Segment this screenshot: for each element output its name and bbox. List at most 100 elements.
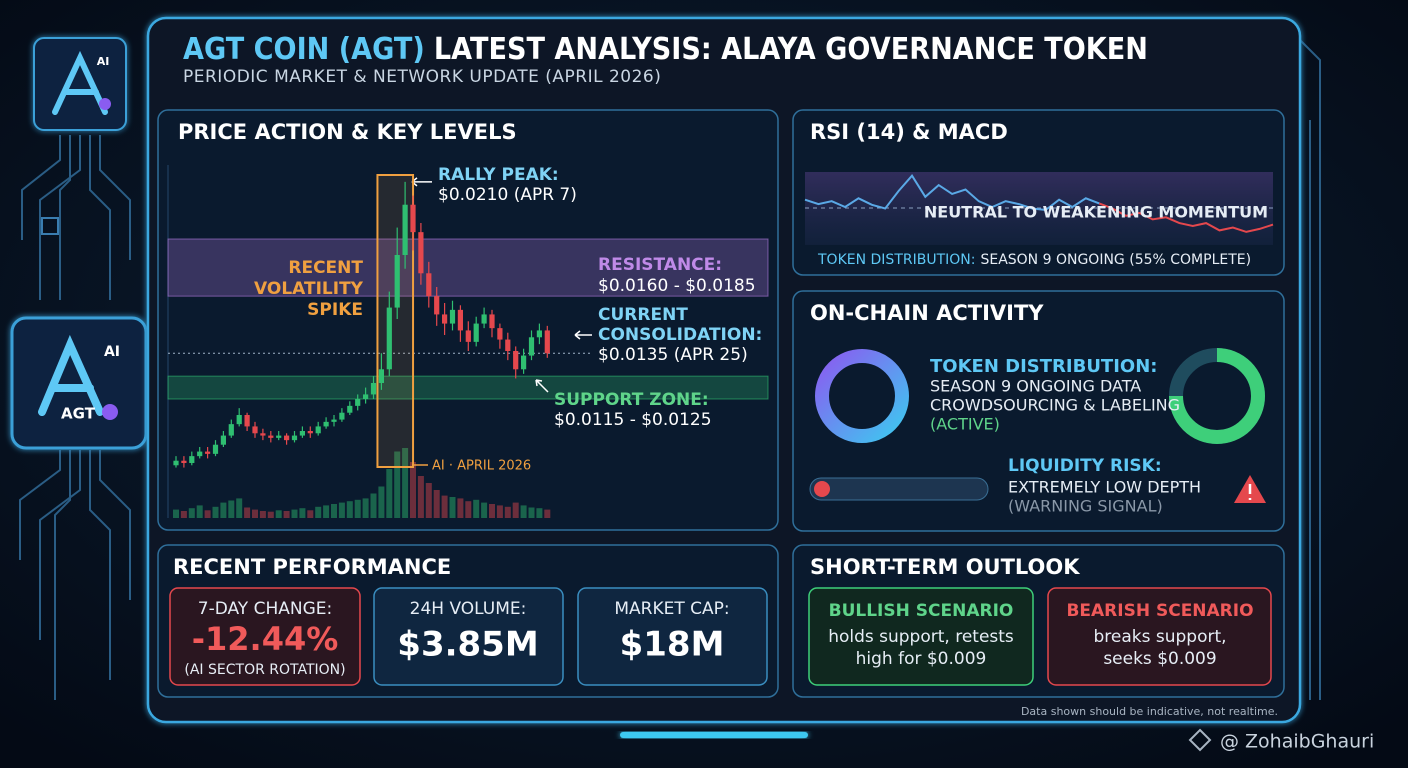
stamp: AI · APRIL 2026 bbox=[432, 459, 531, 474]
volume-bar bbox=[410, 462, 416, 518]
title-rest: LATEST ANALYSIS: ALAYA GOVERNANCE TOKEN bbox=[434, 32, 1148, 67]
candle-body bbox=[497, 328, 503, 340]
candle-body bbox=[260, 433, 266, 436]
volume-bar bbox=[362, 498, 369, 518]
volume-bar bbox=[465, 501, 472, 518]
candles bbox=[173, 174, 550, 468]
candle-body bbox=[228, 424, 234, 436]
volume-bar bbox=[307, 510, 314, 518]
volatility-box bbox=[376, 174, 415, 468]
volume-bar bbox=[441, 495, 448, 518]
candle-body bbox=[473, 323, 479, 342]
volume-bar bbox=[433, 490, 440, 518]
scenario-line: high for $0.009 bbox=[856, 649, 987, 669]
candle-body bbox=[449, 309, 456, 324]
bullish-card bbox=[808, 587, 1034, 686]
volume-bar bbox=[259, 511, 266, 518]
line: SEASON 9 ONGOING DATA bbox=[930, 377, 1141, 396]
candle-body bbox=[181, 460, 187, 463]
panel-heading: RSI (14) & MACD bbox=[810, 120, 1008, 144]
liquidity-dot bbox=[814, 481, 830, 497]
volume-bar bbox=[244, 507, 251, 518]
watermark: @ ZohaibGhauri bbox=[1220, 731, 1374, 753]
volume-bar bbox=[323, 505, 330, 518]
annotation-label: SPIKE bbox=[307, 300, 363, 320]
volume-bar bbox=[504, 506, 511, 518]
watermark-icon bbox=[1188, 728, 1212, 752]
title: AGT COIN (AGT) LATEST ANALYSIS: ALAYA GOV… bbox=[183, 32, 1148, 67]
volume-bar bbox=[267, 511, 274, 518]
donut-arc bbox=[1169, 348, 1265, 444]
scenario-title: BEARISH SCENARIO bbox=[1066, 601, 1253, 621]
volume-bar bbox=[354, 499, 361, 518]
resistance-band bbox=[167, 238, 769, 297]
card bbox=[169, 587, 361, 686]
card bbox=[577, 587, 768, 686]
annotation-label: SUPPORT ZONE: bbox=[554, 390, 709, 410]
candle-body bbox=[205, 451, 211, 454]
candle-body bbox=[378, 369, 384, 383]
volume-bar bbox=[236, 498, 243, 518]
volume-bar bbox=[212, 506, 219, 518]
candle-body bbox=[465, 330, 471, 342]
volume-bar bbox=[370, 493, 377, 518]
line: EXTREMELY LOW DEPTH bbox=[1008, 478, 1201, 497]
volume-bar bbox=[473, 499, 480, 518]
candle-body bbox=[457, 309, 463, 331]
volume-bar bbox=[528, 507, 535, 518]
card-label: 24H VOLUME: bbox=[410, 599, 527, 619]
volume-bar bbox=[481, 502, 488, 518]
logo-main: AI AGT bbox=[10, 316, 148, 450]
volume-bar bbox=[252, 509, 258, 518]
scenario-line: holds support, retests bbox=[828, 627, 1014, 647]
volume-bar bbox=[512, 502, 519, 518]
annotation-value: $0.0115 - $0.0125 bbox=[554, 410, 712, 430]
candle-body bbox=[315, 426, 321, 434]
note: (WARNING SIGNAL) bbox=[1008, 497, 1163, 516]
card-label: MARKET CAP: bbox=[614, 599, 729, 619]
volume-bar bbox=[173, 509, 179, 518]
candle-body bbox=[363, 394, 369, 399]
volume-bar bbox=[331, 504, 337, 518]
candle-body bbox=[236, 415, 242, 425]
card-note: (AI SECTOR ROTATION) bbox=[184, 662, 345, 678]
value: SEASON 9 ONGOING (55% COMPLETE) bbox=[980, 252, 1251, 268]
annotation-label: RECENT bbox=[288, 258, 363, 278]
volume-bar bbox=[220, 502, 227, 518]
bearish-card bbox=[1047, 587, 1272, 686]
candle-body bbox=[426, 273, 432, 297]
panel-heading: ON-CHAIN ACTIVITY bbox=[810, 301, 1044, 325]
candle-body bbox=[386, 307, 392, 370]
volume-bar bbox=[228, 500, 235, 518]
volumes bbox=[173, 448, 551, 518]
candle-body bbox=[370, 383, 377, 395]
rsi-line bbox=[1098, 202, 1274, 233]
rsi-lines bbox=[804, 174, 1274, 233]
arrow bbox=[574, 330, 592, 340]
scenario-line: seeks $0.009 bbox=[1103, 649, 1216, 669]
candle-body bbox=[220, 435, 226, 445]
volume-bar bbox=[449, 497, 456, 518]
footnote: Data shown should be indicative, not rea… bbox=[1021, 705, 1278, 718]
volume-bar bbox=[275, 510, 282, 518]
volume-bar bbox=[188, 508, 195, 518]
candle-body bbox=[189, 456, 195, 463]
volume-bar bbox=[204, 510, 211, 518]
candle-body bbox=[536, 330, 542, 338]
support-band bbox=[167, 375, 769, 400]
candle-body bbox=[481, 314, 487, 324]
section-label: TOKEN DISTRIBUTION: bbox=[930, 356, 1157, 377]
volume-bar bbox=[394, 451, 401, 518]
candle-body bbox=[323, 421, 329, 427]
panel-heading: SHORT-TERM OUTLOOK bbox=[810, 555, 1080, 579]
volume-bar bbox=[489, 504, 495, 518]
badge: AI bbox=[97, 55, 110, 68]
candle-body bbox=[521, 355, 527, 370]
liquidity-bar bbox=[809, 477, 989, 501]
annotation-label: CONSOLIDATION: bbox=[598, 325, 762, 345]
arrow bbox=[535, 379, 549, 393]
candle-body bbox=[402, 204, 408, 255]
onchain-panel bbox=[792, 290, 1285, 532]
candle-body bbox=[197, 451, 203, 457]
candle-body bbox=[276, 435, 282, 438]
